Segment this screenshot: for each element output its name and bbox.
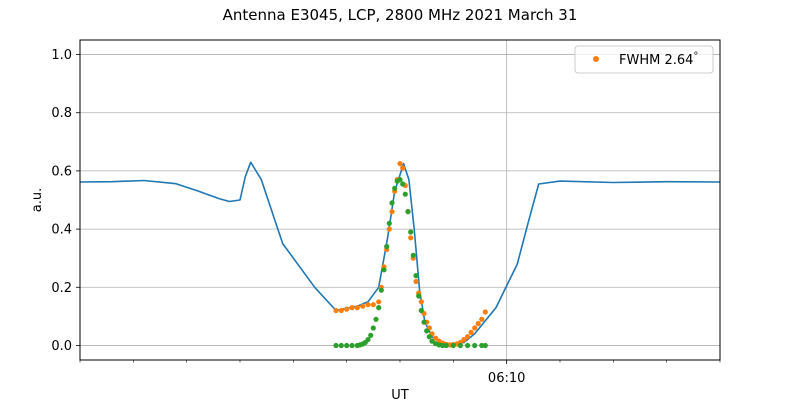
- measured-point: [475, 321, 481, 327]
- measured-point: [433, 335, 439, 341]
- x-axis-label: UT: [391, 388, 409, 400]
- fit-point: [368, 332, 374, 338]
- fit-point: [397, 177, 403, 183]
- grid: [80, 40, 720, 360]
- fit-point: [410, 252, 416, 258]
- fit-point: [402, 191, 408, 197]
- legend: FWHM 2.64°: [574, 45, 714, 74]
- measured-point: [472, 325, 478, 331]
- legend-frame: [574, 45, 714, 74]
- measured-point: [468, 329, 474, 335]
- fit-point: [413, 273, 419, 279]
- fit-point: [392, 185, 398, 191]
- measured-point: [413, 278, 419, 285]
- y-tick-label: 1.0: [51, 48, 72, 63]
- measured-point: [389, 209, 395, 215]
- fit-point: [450, 342, 456, 349]
- x-tick-label: 06:10: [488, 371, 525, 386]
- y-tick-label: 0.6: [51, 164, 72, 179]
- measured-point: [482, 309, 488, 315]
- measured-point: [397, 161, 403, 167]
- fit-point: [465, 342, 471, 349]
- measured-point: [408, 235, 414, 241]
- fit-point: [421, 319, 427, 325]
- fit-point: [457, 342, 463, 349]
- y-axis-label: a.u.: [30, 188, 45, 212]
- measured-point: [479, 316, 485, 322]
- fit-point: [365, 337, 371, 343]
- fit-point: [370, 325, 376, 331]
- fit-point: [349, 342, 355, 349]
- chart-title: Antenna E3045, LCP, 2800 MHz 2021 March …: [223, 6, 578, 24]
- legend-entry-text: FWHM 2.64: [619, 53, 693, 68]
- fit-point: [405, 209, 411, 215]
- legend-marker: [593, 56, 599, 62]
- measured-point: [386, 226, 392, 232]
- measured-point: [354, 305, 360, 311]
- measured-point: [333, 307, 339, 314]
- measured-point: [344, 306, 350, 312]
- measured-point: [365, 302, 371, 308]
- measured-point: [360, 303, 366, 309]
- y-tick-label: 0.4: [51, 223, 72, 238]
- plot-area-frame: [79, 39, 721, 361]
- fit-point: [378, 287, 384, 293]
- y-tick-label: 0.0: [51, 339, 72, 354]
- fit-point: [482, 342, 488, 349]
- legend-entry: FWHM 2.64°: [619, 51, 698, 68]
- fit-point: [443, 342, 449, 349]
- fit-point: [389, 200, 395, 206]
- fit-point: [472, 342, 478, 349]
- fit-point: [333, 342, 339, 349]
- measured-point: [418, 299, 424, 305]
- fit-point: [429, 338, 435, 344]
- fit-point: [400, 181, 406, 187]
- fit-point: [344, 342, 350, 349]
- measured-point: [461, 337, 467, 343]
- fit-point: [386, 220, 392, 226]
- measured-point: [465, 334, 471, 340]
- fit-point: [408, 229, 414, 235]
- y-tick-label: 0.2: [51, 281, 72, 296]
- fit-point: [373, 316, 379, 322]
- y-tick-label: 0.8: [51, 106, 72, 121]
- measured-point: [370, 302, 376, 308]
- fit-point: [338, 342, 344, 349]
- measured-point: [376, 299, 382, 305]
- fit-point: [376, 305, 382, 311]
- measured-point: [400, 165, 406, 171]
- fit-point: [418, 307, 424, 314]
- series-line: [79, 161, 721, 345]
- fit-point: [416, 293, 422, 299]
- fit-point: [384, 243, 390, 250]
- series-layer: [79, 161, 721, 349]
- fit-point: [424, 328, 430, 334]
- measured-point: [338, 307, 344, 314]
- measured-point: [349, 305, 355, 311]
- axes: 0.0 0.2 0.4 0.6 0.8 1.0 06:10: [51, 48, 721, 386]
- legend-entry-degree: °: [693, 51, 698, 62]
- fit-point: [381, 267, 387, 273]
- fit-point: [426, 334, 432, 340]
